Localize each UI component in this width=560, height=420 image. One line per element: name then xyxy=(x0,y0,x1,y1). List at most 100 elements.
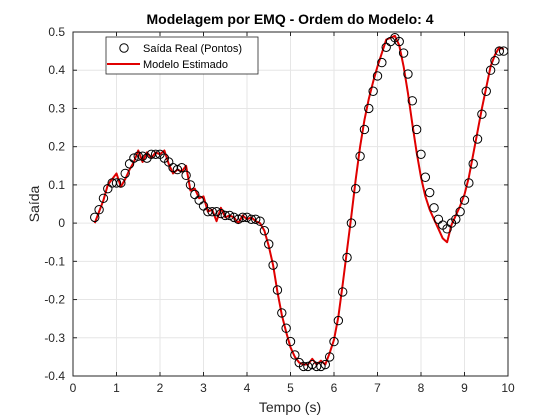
data-point xyxy=(464,178,474,188)
data-point xyxy=(368,86,378,96)
data-point xyxy=(481,86,491,96)
data-point xyxy=(494,46,504,56)
data-point xyxy=(290,350,300,360)
data-point xyxy=(224,210,235,221)
x-axis-label: Tempo (s) xyxy=(259,399,321,415)
x-tick-label: 3 xyxy=(200,381,207,395)
data-point xyxy=(455,206,465,217)
data-point xyxy=(237,212,248,223)
legend: Saída Real (Pontos) Modelo Estimado xyxy=(105,36,259,75)
data-point xyxy=(311,361,322,372)
data-point xyxy=(181,170,191,181)
data-point xyxy=(351,184,361,194)
x-tick-label: 10 xyxy=(501,381,515,395)
data-point xyxy=(425,187,435,198)
data-point xyxy=(359,124,370,135)
data-point xyxy=(90,212,100,223)
data-point xyxy=(255,216,265,226)
y-axis-label: Saída xyxy=(26,185,42,222)
data-point xyxy=(177,162,187,173)
data-point xyxy=(98,193,109,203)
data-point xyxy=(411,124,422,135)
data-point xyxy=(407,96,417,106)
data-point xyxy=(377,57,387,68)
data-point xyxy=(246,214,257,224)
data-point xyxy=(420,172,431,182)
legend-marker-icon xyxy=(119,43,129,53)
data-point xyxy=(268,260,278,270)
data-point xyxy=(490,55,500,66)
chart-title: Modelagem por EMQ - Ordem do Modelo: 4 xyxy=(146,11,433,27)
data-point xyxy=(307,359,317,370)
data-point xyxy=(372,71,383,81)
data-point xyxy=(316,361,326,372)
data-point xyxy=(150,149,161,160)
data-point xyxy=(342,252,352,263)
y-tick-label: -0.3 xyxy=(44,331,65,345)
data-point xyxy=(477,109,487,119)
data-point xyxy=(459,195,470,205)
y-tick-label: 0.4 xyxy=(48,63,65,77)
data-point xyxy=(333,315,344,326)
data-point xyxy=(251,214,261,224)
y-tick-label: -0.2 xyxy=(44,293,65,307)
x-tick-label: 0 xyxy=(70,381,77,395)
data-point xyxy=(233,214,244,224)
data-point xyxy=(468,159,478,169)
data-point xyxy=(398,48,409,58)
data-point xyxy=(355,151,365,161)
data-point xyxy=(272,285,283,295)
data-point xyxy=(338,287,348,297)
data-point xyxy=(211,206,222,217)
x-tick-label: 1 xyxy=(113,381,120,395)
x-tick-label: 7 xyxy=(374,381,381,395)
data-point xyxy=(429,203,439,213)
series-layer xyxy=(90,33,509,372)
data-point xyxy=(220,210,230,221)
data-point xyxy=(394,36,404,47)
data-point xyxy=(472,134,483,144)
data-point xyxy=(120,168,130,179)
data-point xyxy=(451,214,461,224)
data-point xyxy=(242,212,252,223)
data-point xyxy=(111,178,122,188)
data-point xyxy=(133,151,143,161)
data-point xyxy=(346,218,357,228)
y-tick-label: -0.4 xyxy=(44,369,65,383)
ticks: 0 1 2 3 4 5 6 7 8 9 10 -0.4 -0.3 -0.2 -0.1 0 0.1 0.2 0.3 0.… xyxy=(44,25,515,395)
y-tick-label: 0.2 xyxy=(48,140,65,154)
legend-label-real: Saída Real (Pontos) xyxy=(143,43,242,55)
data-point xyxy=(172,164,183,175)
data-point xyxy=(277,308,287,318)
y-tick-label: 0 xyxy=(58,216,65,230)
data-point xyxy=(116,178,126,188)
data-point xyxy=(403,69,413,79)
data-point xyxy=(298,361,309,372)
data-point xyxy=(416,149,426,160)
x-tick-label: 5 xyxy=(287,381,294,395)
data-point xyxy=(320,359,330,370)
y-tick-label: 0.3 xyxy=(48,101,65,115)
data-point xyxy=(137,151,148,161)
y-tick-label: 0.1 xyxy=(48,178,65,192)
data-point xyxy=(364,103,374,114)
y-tick-label: 0.5 xyxy=(48,25,65,39)
data-point xyxy=(264,239,274,249)
legend-box xyxy=(105,36,259,75)
data-point xyxy=(324,352,335,362)
x-tick-label: 4 xyxy=(244,381,251,395)
data-point xyxy=(216,208,226,219)
data-point xyxy=(329,336,339,347)
data-point xyxy=(185,180,196,190)
legend-label-model: Modelo Estimado xyxy=(143,59,228,71)
data-point xyxy=(285,336,296,347)
x-tick-label: 9 xyxy=(461,381,468,395)
x-tick-label: 6 xyxy=(331,381,338,395)
data-point xyxy=(129,153,139,163)
data-point xyxy=(94,205,104,215)
x-tick-label: 8 xyxy=(418,381,425,395)
data-point xyxy=(281,323,291,333)
data-point xyxy=(485,65,496,75)
